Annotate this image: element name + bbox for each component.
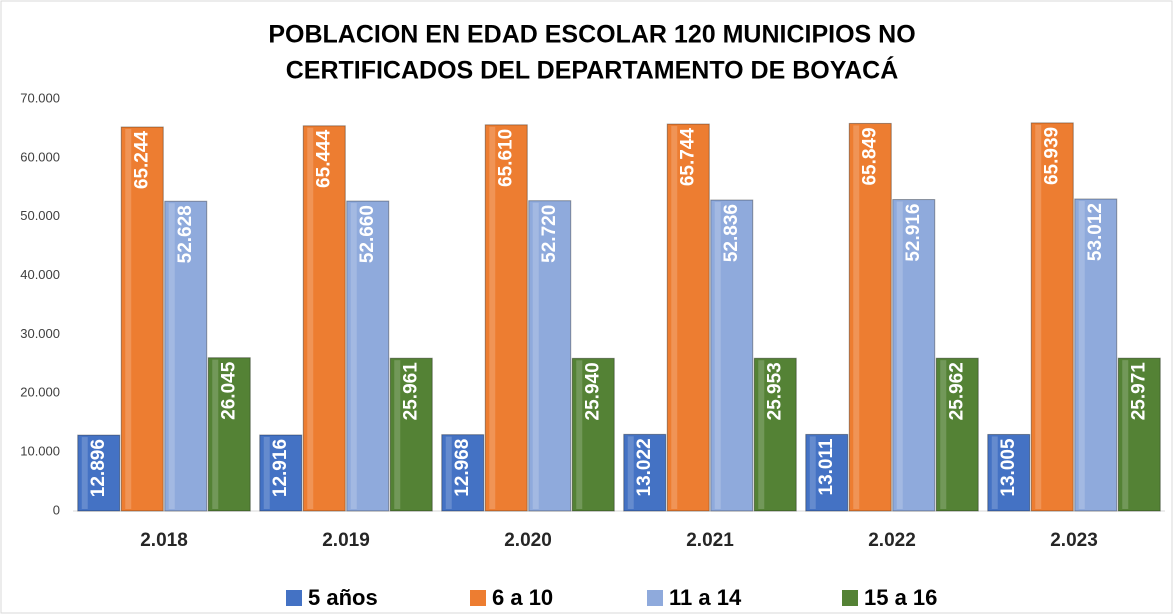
bar: [848, 122, 892, 512]
legend-label: 5 años: [308, 585, 378, 610]
y-tick-label: 40.000: [20, 267, 60, 282]
bar-highlight: [489, 126, 496, 509]
y-tick-label: 10.000: [20, 444, 60, 459]
legend-swatch: [286, 590, 302, 606]
y-tick-label: 70.000: [20, 90, 60, 105]
legend-swatch: [470, 590, 486, 606]
y-tick-label: 30.000: [20, 326, 60, 341]
bar: [164, 200, 208, 512]
legend-label: 15 a 16: [864, 585, 937, 610]
legend-swatch: [842, 590, 858, 606]
data-label: 13.005: [998, 438, 1019, 497]
data-label: 25.971: [1128, 362, 1149, 421]
data-label: 13.022: [634, 438, 655, 496]
data-label: 65.244: [131, 131, 152, 190]
y-tick-label: 0: [53, 502, 60, 517]
data-label: 52.916: [903, 204, 924, 262]
data-label: 52.720: [539, 205, 560, 263]
bar-highlight: [1035, 124, 1042, 509]
bar-highlight: [212, 359, 219, 509]
data-label: 65.939: [1041, 127, 1062, 185]
bar-highlight: [758, 360, 765, 509]
data-label: 25.953: [764, 362, 785, 420]
bar: [120, 126, 164, 512]
data-label: 26.045: [218, 361, 239, 420]
bar-highlight: [671, 126, 678, 510]
bar-highlight: [350, 203, 357, 509]
data-label: 52.628: [175, 205, 196, 263]
bar-highlight: [896, 201, 903, 509]
bar: [666, 123, 710, 512]
bar-highlight: [168, 203, 175, 509]
bar: [441, 434, 485, 512]
bar-highlight: [445, 436, 452, 509]
bar: [892, 199, 936, 512]
bar-highlight: [714, 202, 721, 509]
x-tick-label: 2.023: [1050, 530, 1098, 551]
bar-highlight: [307, 127, 314, 510]
bar-highlight: [1078, 200, 1085, 509]
data-label: 25.961: [400, 362, 421, 421]
legend-label: 11 a 14: [669, 585, 742, 610]
bar: [389, 357, 433, 512]
data-label: 65.849: [859, 127, 880, 185]
bar: [77, 434, 121, 512]
bar-highlight: [576, 360, 583, 509]
bar-highlight: [940, 360, 947, 509]
bar: [484, 124, 528, 512]
bar-highlight: [394, 360, 401, 509]
bar: [259, 434, 303, 512]
bar-highlight: [991, 436, 998, 509]
bar-highlight: [125, 128, 132, 509]
data-label: 13.011: [816, 438, 837, 495]
chart-title: POBLACION EN EDAD ESCOLAR 120 MUNICIPIOS…: [268, 21, 915, 49]
bar: [805, 433, 849, 512]
bar: [1074, 198, 1118, 512]
x-tick-label: 2.021: [686, 530, 734, 551]
data-label: 25.940: [582, 362, 603, 420]
data-label: 53.012: [1085, 203, 1106, 261]
bar-highlight: [1122, 360, 1129, 509]
bar-highlight: [809, 436, 816, 509]
data-label: 52.660: [357, 205, 378, 263]
data-label: 65.610: [495, 129, 516, 187]
data-label: 25.962: [946, 362, 967, 420]
data-label: 12.968: [452, 439, 473, 497]
y-tick-label: 60.000: [20, 149, 60, 164]
x-tick-label: 2.019: [322, 530, 370, 551]
bar: [346, 200, 390, 512]
y-tick-label: 20.000: [20, 385, 60, 400]
x-tick-label: 2.018: [140, 530, 188, 551]
x-tick-label: 2.022: [868, 530, 916, 551]
bar: [623, 433, 667, 512]
data-label: 65.444: [313, 129, 334, 188]
legend-label: 6 a 10: [492, 585, 553, 610]
bar: [1030, 122, 1074, 512]
bar: [528, 200, 572, 512]
bar-highlight: [532, 202, 539, 509]
data-label: 12.916: [270, 439, 291, 497]
bar: [302, 125, 346, 512]
bar: [753, 357, 797, 512]
bar: [207, 357, 251, 512]
x-tick-label: 2.020: [504, 530, 552, 551]
bar: [1117, 357, 1161, 512]
bar-highlight: [263, 436, 270, 509]
bar-highlight: [627, 436, 634, 509]
bar-highlight: [81, 437, 88, 509]
bar: [935, 357, 979, 512]
chart-title: CERTIFICADOS DEL DEPARTAMENTO DE BOYACÁ: [286, 56, 899, 85]
data-label: 12.896: [88, 439, 109, 497]
y-tick-label: 50.000: [20, 208, 60, 223]
data-label: 52.836: [721, 204, 742, 262]
bar: [710, 199, 754, 512]
bar: [571, 357, 615, 512]
data-label: 65.744: [677, 128, 698, 187]
bar: [987, 433, 1031, 512]
bar-highlight: [853, 125, 860, 509]
legend-swatch: [647, 590, 663, 606]
